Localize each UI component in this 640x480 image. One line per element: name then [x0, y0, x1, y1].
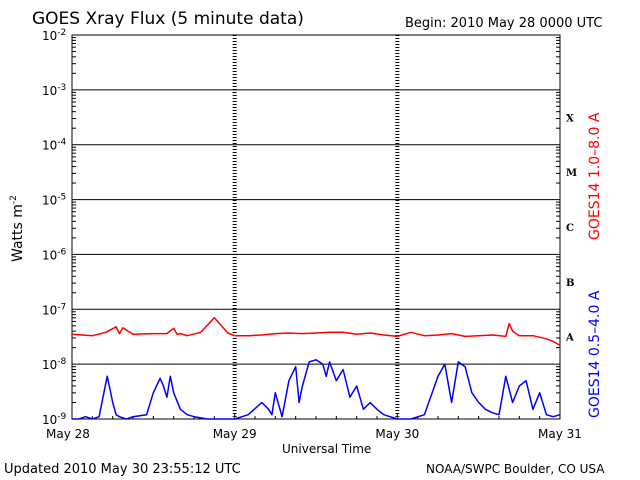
y-tick-exponent: -9	[57, 412, 66, 422]
y-tick-exponent: -6	[57, 247, 66, 257]
y-tick-base: 10	[42, 358, 57, 372]
flare-class-label: X	[566, 113, 574, 124]
series-line-long-channel	[71, 317, 561, 347]
y-tick-base: 10	[42, 139, 57, 153]
y-tick-label: 10-2	[42, 28, 66, 43]
y-axis-ticks: 10-210-310-410-510-610-710-810-9	[42, 28, 560, 427]
series-line-short-channel	[72, 359, 561, 420]
y-tick-base: 10	[42, 248, 57, 262]
flare-class-labels: X M C B A	[565, 113, 577, 343]
y-tick-label: 10-7	[42, 302, 66, 317]
y-tick-exponent: -2	[57, 28, 66, 38]
flare-class-label: C	[566, 223, 574, 234]
legend-long-channel-label: GOES14 1.0–8.0 A	[587, 112, 603, 240]
flare-class-label: A	[565, 333, 574, 344]
legend-short-channel: GOES14 0.5–4.0 A	[587, 290, 603, 418]
series-layer	[71, 317, 561, 420]
y-tick-exponent: -7	[57, 302, 66, 312]
x-tick-label: May 30	[375, 427, 419, 441]
flare-class-label: B	[566, 278, 574, 289]
y-axis-title-main: Watts m	[10, 204, 26, 262]
y-tick-base: 10	[42, 84, 57, 98]
credit-label: NOAA/SWPC Boulder, CO USA	[426, 462, 605, 476]
plot-frame	[71, 34, 561, 420]
x-tick-label: May 28	[46, 427, 90, 441]
x-tick-label: May 31	[538, 427, 582, 441]
updated-timestamp: Updated 2010 May 30 23:55:12 UTC	[4, 462, 241, 477]
y-tick-label: 10-4	[42, 138, 67, 153]
y-tick-exponent: -8	[57, 357, 66, 367]
legend-long-channel: GOES14 1.0–8.0 A	[587, 112, 603, 240]
begin-label: Begin: 2010 May 28 0000 UTC	[405, 16, 602, 31]
y-tick-label: 10-6	[42, 247, 67, 262]
x-axis-title: Universal Time	[282, 442, 371, 456]
y-tick-label: 10-3	[42, 83, 66, 98]
x-tick-label: May 29	[213, 427, 257, 441]
y-tick-label: 10-9	[42, 412, 67, 427]
legend-short-channel-label: GOES14 0.5–4.0 A	[587, 290, 603, 418]
y-axis-title-text: Watts m-2	[9, 195, 26, 262]
y-tick-exponent: -4	[57, 138, 66, 148]
y-tick-base: 10	[42, 413, 57, 427]
x-axis-ticks: May 28 May 29 May 30 May 31	[46, 413, 582, 441]
y-tick-exponent: -3	[57, 83, 66, 93]
y-axis-title-exponent: -2	[9, 195, 19, 204]
y-tick-exponent: -5	[57, 193, 66, 203]
y-tick-label: 10-8	[42, 357, 67, 372]
y-tick-base: 10	[42, 303, 57, 317]
flare-class-label: M	[566, 168, 577, 179]
y-tick-label: 10-5	[42, 193, 66, 208]
y-tick-base: 10	[42, 194, 57, 208]
chart-title: GOES Xray Flux (5 minute data)	[32, 9, 304, 29]
y-axis-title: Watts m-2	[9, 195, 26, 262]
y-tick-base: 10	[42, 29, 57, 43]
